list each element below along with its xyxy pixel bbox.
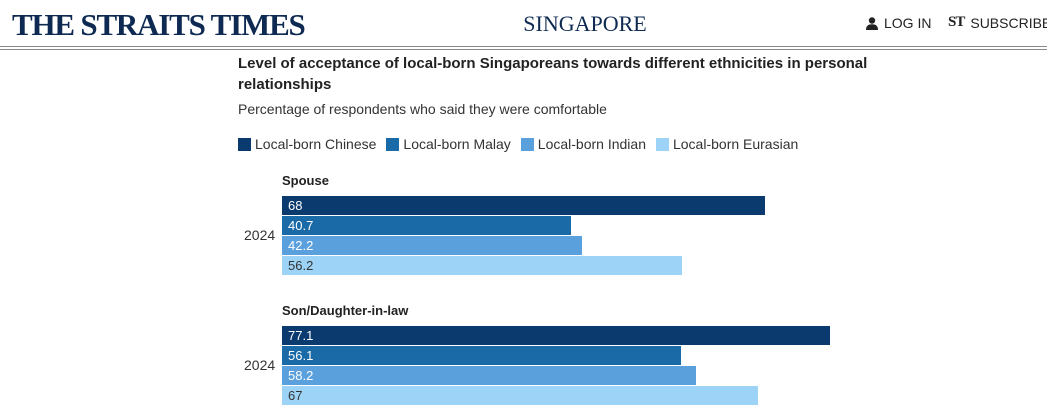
- bar-value-label: 67: [288, 388, 303, 403]
- bar: 40.7: [282, 216, 572, 235]
- subscribe-label: SUBSCRIBE: [970, 14, 1047, 31]
- bar: 67: [282, 386, 759, 405]
- bar: 68: [282, 196, 766, 215]
- bar-value-label: 42.2: [288, 238, 314, 253]
- group-title: Son/Daughter-in-law: [282, 303, 409, 318]
- st-logo-icon: ST: [948, 14, 965, 30]
- legend-item: Local-born Eurasian: [655, 136, 799, 152]
- legend-label: Local-born Malay: [403, 136, 511, 152]
- bar-value-label: 56.2: [288, 258, 314, 273]
- chart-legend: Local-born Chinese Local-born Malay Loca…: [238, 136, 798, 152]
- masthead: THE STRAITS TIMES SINGAPORE LOG IN ST SU…: [0, 0, 1047, 50]
- bar-value-label: 58.2: [288, 368, 314, 383]
- legend-item: Local-born Malay: [386, 136, 511, 152]
- bar-value-label: 56.1: [288, 348, 314, 363]
- legend-label: Local-born Eurasian: [672, 136, 799, 152]
- legend-swatch: [655, 137, 669, 151]
- subscribe-button[interactable]: ST SUBSCRIBE: [948, 14, 1047, 31]
- legend-swatch: [238, 137, 251, 151]
- legend-label: Local-born Chinese: [255, 136, 377, 152]
- category-label: 2024: [244, 357, 276, 373]
- login-button[interactable]: LOG IN: [866, 15, 931, 31]
- bar: 56.2: [282, 256, 682, 275]
- legend-label: Local-born Indian: [537, 136, 646, 152]
- bar: 42.2: [282, 236, 583, 255]
- category-label: 2024: [244, 227, 276, 243]
- login-label: LOG IN: [884, 15, 932, 31]
- legend-item: Local-born Chinese: [238, 136, 376, 152]
- group-title: Spouse: [282, 173, 329, 188]
- bar-value-label: 68: [288, 198, 303, 213]
- bar-value-label: 77.1: [288, 328, 314, 343]
- site-logo[interactable]: THE STRAITS TIMES: [12, 7, 306, 42]
- bar: 77.1: [282, 326, 831, 345]
- legend-item: Local-born Indian: [520, 136, 646, 152]
- chart-title: Level of acceptance of local-born Singap…: [238, 55, 868, 93]
- legend-swatch: [520, 137, 534, 151]
- bar-value-label: 40.7: [288, 218, 314, 233]
- bar: 58.2: [282, 366, 696, 385]
- legend-swatch: [386, 137, 400, 151]
- person-icon: [866, 16, 878, 30]
- chart-subtitle: Percentage of respondents who said they …: [238, 101, 607, 117]
- bar: 56.1: [282, 346, 681, 365]
- section-title[interactable]: SINGAPORE: [523, 11, 647, 36]
